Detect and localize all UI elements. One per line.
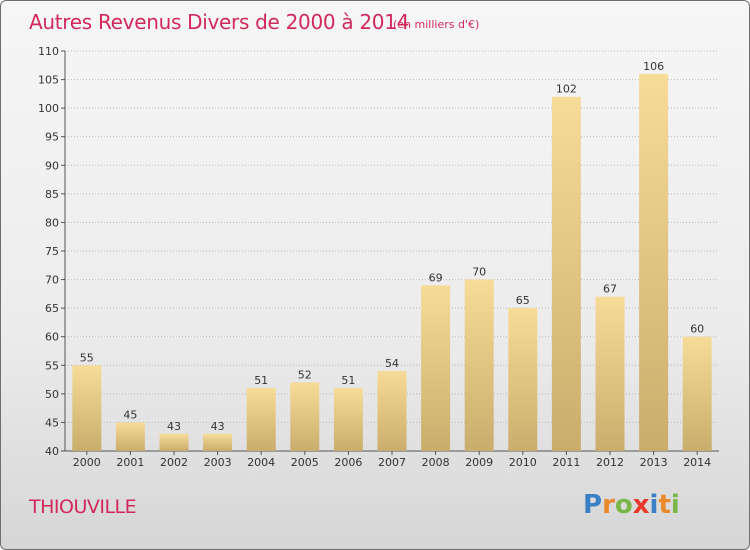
chart-subtitle: (en milliers d'€) bbox=[393, 18, 480, 31]
logo-letter: o bbox=[614, 490, 633, 520]
y-tick-label: 85 bbox=[45, 188, 59, 201]
bar-2014 bbox=[682, 336, 712, 451]
bar-2000 bbox=[72, 365, 102, 451]
logo-letter: r bbox=[602, 490, 615, 520]
bar-value-label: 70 bbox=[472, 266, 486, 279]
bars bbox=[72, 73, 712, 451]
bar-value-label: 52 bbox=[298, 368, 312, 381]
bar-2008 bbox=[421, 285, 451, 451]
bar-2011 bbox=[551, 96, 581, 451]
x-tick-label: 2012 bbox=[596, 456, 624, 469]
y-tick-label: 80 bbox=[45, 216, 59, 229]
chart-title: Autres Revenus Divers de 2000 à 2014 bbox=[29, 10, 410, 34]
logo-letter: i bbox=[670, 490, 680, 520]
y-tick-label: 50 bbox=[45, 388, 59, 401]
x-tick-label: 2009 bbox=[465, 456, 493, 469]
x-tick-label: 2003 bbox=[204, 456, 232, 469]
x-tick-label: 2011 bbox=[552, 456, 580, 469]
bar-value-label: 45 bbox=[123, 408, 137, 421]
y-tick-label: 60 bbox=[45, 331, 59, 344]
bar-value-label: 51 bbox=[341, 374, 355, 387]
y-tick-label: 40 bbox=[45, 445, 59, 458]
y-tick-label: 90 bbox=[45, 159, 59, 172]
y-tick-label: 55 bbox=[45, 359, 59, 372]
logo-letter: i bbox=[649, 490, 659, 520]
bar-value-label: 43 bbox=[167, 420, 181, 433]
bar-value-label: 51 bbox=[254, 374, 268, 387]
commune-name: THIOUVILLE bbox=[29, 496, 137, 518]
y-tick-label: 110 bbox=[38, 45, 59, 58]
labels: 55 45 43 43 51 52 51 54 69 70 65 102 67 106 60 bbox=[80, 60, 704, 433]
bar-value-label: 43 bbox=[211, 420, 225, 433]
logo-letter: x bbox=[632, 490, 650, 520]
x-tick-label: 2008 bbox=[422, 456, 450, 469]
logo-letter: t bbox=[658, 490, 671, 520]
y-tick-label: 105 bbox=[38, 74, 59, 87]
y-tick-label: 75 bbox=[45, 245, 59, 258]
bar-2006 bbox=[333, 388, 363, 451]
bar-value-label: 60 bbox=[690, 323, 704, 336]
bar-value-label: 55 bbox=[80, 351, 94, 364]
y-tick-label: 100 bbox=[38, 102, 59, 115]
bar-2004 bbox=[246, 388, 276, 451]
bar-value-label: 67 bbox=[603, 283, 617, 296]
y-tick-label: 95 bbox=[45, 131, 59, 144]
x-tick-label: 2004 bbox=[247, 456, 275, 469]
bar-2010 bbox=[508, 308, 538, 451]
bar-value-label: 69 bbox=[429, 271, 443, 284]
bar-2012 bbox=[595, 296, 625, 451]
x-tick-label: 2014 bbox=[683, 456, 711, 469]
bar-2009 bbox=[464, 279, 494, 451]
bar-2001 bbox=[115, 422, 145, 451]
x-tick-label: 2006 bbox=[334, 456, 362, 469]
bar-value-label: 102 bbox=[556, 83, 577, 96]
proxiti-logo[interactable]: Proxiti bbox=[583, 490, 680, 520]
bar-2013 bbox=[639, 73, 669, 451]
logo-letter: P bbox=[583, 490, 603, 520]
y-tick-label: 65 bbox=[45, 302, 59, 315]
bar-2007 bbox=[377, 371, 407, 451]
bar-value-label: 106 bbox=[643, 60, 664, 73]
x-tick-label: 2002 bbox=[160, 456, 188, 469]
bar-2005 bbox=[290, 382, 320, 451]
x-tick-label: 2000 bbox=[73, 456, 101, 469]
bar-value-label: 54 bbox=[385, 357, 399, 370]
bar-value-label: 65 bbox=[516, 294, 530, 307]
bar-2002 bbox=[159, 433, 189, 451]
x-tick-label: 2001 bbox=[116, 456, 144, 469]
x-tick-label: 2013 bbox=[640, 456, 668, 469]
y-tick-label: 45 bbox=[45, 416, 59, 429]
x-tick-label: 2007 bbox=[378, 456, 406, 469]
x-tick-label: 2010 bbox=[509, 456, 537, 469]
x-tick-label: 2005 bbox=[291, 456, 319, 469]
bar-2003 bbox=[203, 433, 233, 451]
y-tick-label: 70 bbox=[45, 274, 59, 287]
axes: 40 45 50 55 60 65 70 75 80 85 90 95 100 105 110 2000 200… bbox=[38, 45, 719, 469]
